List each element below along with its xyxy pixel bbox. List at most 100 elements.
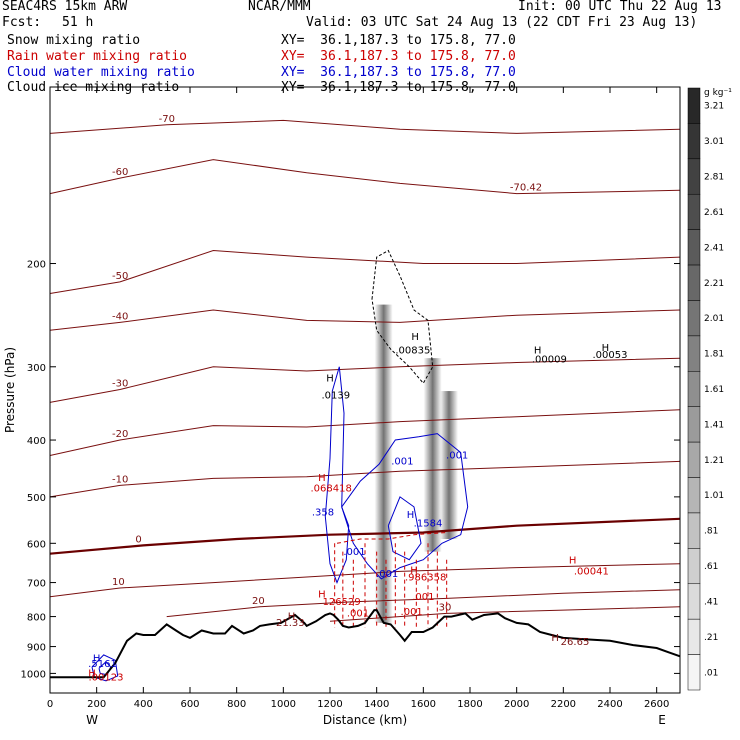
field-rain-xy: XY= 36.1,187.3 to 175.8, 77.0 [281, 49, 516, 64]
y-tick-label: 600 [27, 539, 46, 550]
extremum-marker: H [534, 346, 542, 357]
contour-value-label: .001 [376, 569, 398, 580]
contour-value-label: .001 [446, 450, 468, 461]
y-tick-label: 200 [27, 260, 46, 271]
colorbar-bin [687, 158, 701, 195]
extremum-marker: H [551, 633, 559, 644]
y-axis-label: Pressure (hPa) [3, 347, 17, 433]
x-tick-label: 1800 [457, 699, 482, 710]
colorbar-bin [687, 477, 701, 514]
isotherm-label: -50 [112, 271, 128, 282]
extremum-marker: H [318, 473, 326, 484]
isotherm--70 [49, 119, 681, 134]
x-tick-label: 2200 [551, 699, 576, 710]
y-tick-label: 900 [27, 643, 46, 654]
colorbar-bin [687, 300, 701, 337]
plot-frame [49, 86, 681, 694]
isotherm-label: -10 [112, 474, 128, 485]
isotherm-label: 30 [439, 602, 452, 613]
x-tick-label: 400 [134, 699, 153, 710]
contour-value-label: .001 [347, 609, 369, 620]
contour-value-label: .001 [343, 547, 365, 558]
isotherm-20 [166, 589, 681, 618]
header-model: SEAC4RS 15km ARW [2, 0, 128, 14]
contour-value-label: .0139 [322, 391, 351, 402]
colorbar-tick-label: .21 [704, 633, 718, 643]
isotherm--30 [49, 357, 681, 403]
y-tick-label: 500 [27, 493, 46, 504]
contour-value-label: .068418 [310, 484, 351, 495]
cloud-water-contour [324, 366, 350, 584]
snow-column-1 [423, 358, 442, 552]
colorbar-tick-label: 1.41 [704, 420, 724, 430]
x-axis-label: Distance (km) [323, 713, 407, 727]
colorbar-tick-label: 3.01 [704, 137, 724, 147]
field-snow-name: Snow mixing ratio [7, 33, 141, 48]
colorbar-tick-label: 2.21 [704, 279, 724, 289]
x-tick-label: 2600 [644, 699, 669, 710]
extremum-marker: H [93, 654, 101, 665]
terrain-profile [50, 609, 681, 679]
x-tick-label: 600 [180, 699, 199, 710]
colorbar-tick-label: .01 [704, 668, 718, 678]
isotherm-30 [329, 606, 681, 622]
colorbar-bin [687, 441, 701, 478]
contour-value-label: .001 [412, 592, 434, 603]
isotherm-0 [49, 517, 681, 555]
contour-value-label: 21.33 [276, 618, 305, 629]
snow-column-2 [440, 391, 458, 540]
colorbar-bin [687, 87, 701, 124]
isotherm-label: -60 [112, 167, 128, 178]
header-org: NCAR/MMM [248, 0, 311, 14]
y-tick-label: 1000 [21, 669, 46, 680]
colorbar-bin [687, 123, 701, 160]
colorbar-tick-label: 2.41 [704, 243, 724, 253]
isotherm--10 [49, 460, 681, 498]
extremum-marker: H [88, 669, 96, 680]
isotherm-label: 20 [252, 596, 265, 607]
contour-value-label: .001 [391, 456, 413, 467]
extremum-marker: H [407, 510, 415, 521]
isotherm--40 [49, 309, 681, 331]
colorbar-tick-label: .81 [704, 527, 718, 537]
x-tick-label: 1000 [271, 699, 296, 710]
cloud-water-contour [341, 433, 469, 580]
extremum-marker: H [326, 374, 334, 385]
contour-value-label: 26.65 [561, 637, 590, 648]
colorbar-unit: g kg⁻¹ [704, 88, 732, 98]
x-tick-label: 1200 [317, 699, 342, 710]
x-tick-label: 200 [87, 699, 106, 710]
colorbar-bin [687, 583, 701, 620]
extremum-marker: H [410, 565, 418, 576]
isotherm-label: 10 [112, 577, 125, 588]
field-cloud-water-name: Cloud water mixing ratio [7, 65, 195, 80]
y-tick-label: 700 [27, 579, 46, 590]
y-tick-label: 800 [27, 613, 46, 624]
extremum-marker: H [288, 612, 296, 623]
contour-value-label: .5161 [88, 659, 117, 670]
x-tick-label: 1400 [364, 699, 389, 710]
isotherm--20 [49, 409, 681, 456]
isotherm-label: -30 [112, 379, 128, 390]
isotherm--60 [49, 159, 681, 195]
y-tick-label: 300 [27, 363, 46, 374]
colorbar-bin [687, 193, 701, 230]
cloud-water-contours [91, 366, 469, 682]
colorbar-tick-label: 1.81 [704, 350, 724, 360]
header-fcst-label: Fcst: [2, 15, 42, 30]
contour-value-label: .00835 [395, 346, 430, 357]
contour-value-label: .00123 [89, 672, 124, 683]
colorbar: 3.21 3.01 2.81 2.61 2.41 2.21 2.01 1.81 1.61 1.41… [687, 87, 724, 691]
contour-value-label: .001 [401, 607, 423, 618]
x-tick-label: 2400 [597, 699, 622, 710]
contour-value-label: .986358 [405, 573, 446, 584]
header-valid: Valid: 03 UTC Sat 24 Aug 13 (22 CDT Fri … [306, 15, 698, 30]
snow-column-0 [374, 304, 393, 623]
temperature-isotherms: -70 -60 -50 -40 -30 -20 -10 0 10 20 30 [49, 114, 681, 622]
colorbar-bin [687, 264, 701, 301]
contour-value-label: .358 [312, 508, 334, 519]
header-fcst-value: 51 h [62, 15, 94, 30]
rain-water-contour [336, 532, 447, 544]
y-tick-label: 400 [27, 436, 46, 447]
